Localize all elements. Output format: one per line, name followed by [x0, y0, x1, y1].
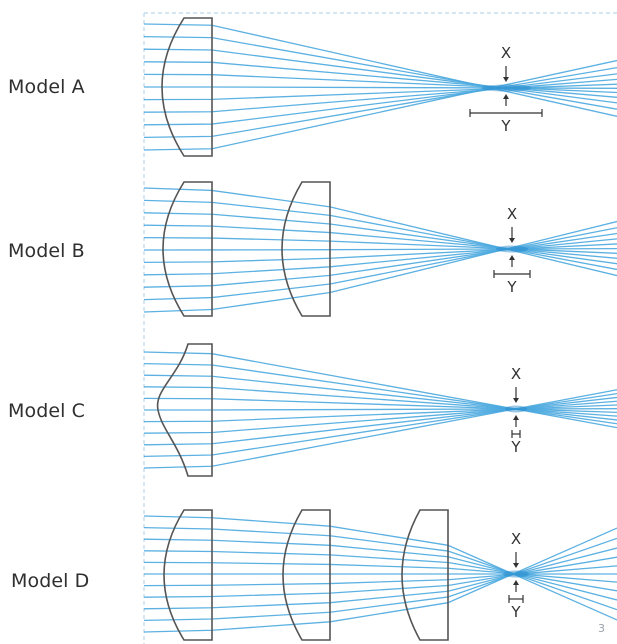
model-c-y-marker: Y: [510, 438, 521, 456]
x-arrowhead-down: [513, 563, 519, 568]
model-c-lens-1: [156, 343, 213, 477]
model-a-lens-1: [161, 17, 213, 157]
ray: [143, 247, 617, 251]
model-b-lens-2: [281, 181, 331, 317]
model-c-markers: XY: [510, 365, 521, 456]
model-d-label: Model D: [11, 570, 90, 592]
model-c-rays: [143, 351, 617, 469]
model-a-x-marker: X: [501, 44, 511, 62]
model-d-y-marker: Y: [510, 603, 521, 621]
ray: [143, 236, 617, 254]
ray: [143, 187, 617, 277]
model-d-markers: XY: [508, 530, 524, 621]
model-a-y-marker: Y: [500, 117, 511, 135]
model-a-rays: [143, 23, 617, 151]
ray: [143, 212, 617, 265]
focus-spot: [496, 245, 528, 253]
ray: [143, 220, 617, 313]
x-arrowhead-down: [513, 398, 519, 403]
ray: [143, 243, 617, 264]
model-b-rays: [143, 187, 617, 313]
x-arrowhead-up: [513, 580, 519, 585]
model-c-label: Model C: [8, 400, 86, 422]
ray: [143, 227, 617, 301]
ray: [143, 527, 617, 633]
focus-spot: [503, 570, 529, 578]
ray: [143, 224, 617, 259]
ray: [143, 386, 617, 417]
page-number: 3: [598, 622, 605, 635]
model-d-lens-2: [282, 509, 331, 641]
model-d-rays: [143, 515, 617, 633]
ray: [143, 232, 617, 288]
ray: [143, 238, 617, 276]
model-a-label: Model A: [8, 76, 85, 98]
focus-spot: [505, 405, 527, 413]
x-arrowhead-up: [503, 94, 509, 99]
model-d-lens-3: [401, 509, 449, 641]
ray: [143, 66, 617, 139]
model-b-y-marker: Y: [506, 278, 517, 296]
x-arrowhead-up: [509, 255, 515, 260]
model-d-x-marker: X: [511, 530, 521, 548]
model-b-lens-1: [162, 181, 213, 317]
focus-spot: [481, 84, 531, 92]
model-a-markers: XY: [469, 44, 543, 135]
ray: [143, 199, 617, 271]
x-arrowhead-up: [513, 415, 519, 420]
model-b-markers: XY: [493, 205, 531, 296]
x-arrowhead-down: [503, 77, 509, 82]
model-b-label: Model B: [8, 240, 85, 262]
model-c-x-marker: X: [511, 365, 521, 383]
model-d-lens-1: [163, 509, 213, 641]
ray: [143, 59, 617, 151]
x-arrowhead-down: [509, 238, 515, 243]
model-b-x-marker: X: [507, 205, 517, 223]
ray: [143, 515, 617, 621]
